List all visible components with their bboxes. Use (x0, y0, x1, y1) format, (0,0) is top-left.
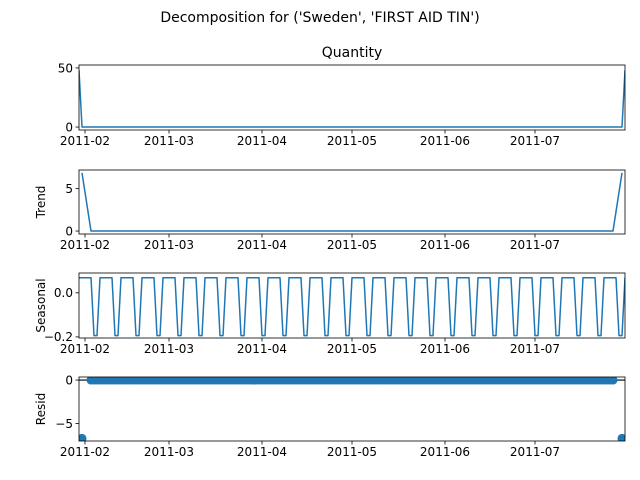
y-tick-label: 0 (65, 120, 73, 134)
x-tick-label: 2011-05 (327, 445, 377, 459)
y-axis-label: Trend (34, 186, 48, 220)
y-tick-label: 50 (58, 61, 73, 75)
x-tick-label: 2011-04 (237, 445, 287, 459)
x-tick-label: 2011-03 (144, 342, 194, 356)
x-tick-label: 2011-06 (420, 342, 470, 356)
x-tick-label: 2011-05 (327, 134, 377, 148)
seasonal-line (79, 276, 625, 337)
panel-2: 2011-02 2011-03 2011-04 2011-05 2011-06 2011-… (34, 169, 626, 252)
y-axis-label: Seasonal (34, 278, 48, 332)
panel-title: Quantity (322, 45, 383, 61)
x-tick-label: 2011-07 (510, 445, 560, 459)
panel-1: 2011-02 2011-03 2011-04 2011-05 2011-06 2011-… (58, 45, 626, 148)
axes-frame (78, 376, 626, 442)
series-line-1 (81, 172, 623, 232)
series-line-1 (79, 70, 625, 128)
panel-4: 2011-02 2011-03 2011-04 2011-05 2011-06 2011-… (34, 373, 626, 459)
y-tick-label: 0 (65, 373, 73, 387)
x-tick-label: 2011-02 (60, 134, 110, 148)
axes-frame (78, 64, 626, 131)
panels-group: 2011-02 2011-03 2011-04 2011-05 2011-06 2011-… (34, 45, 626, 459)
y-tick-label: 0 (65, 224, 73, 238)
x-tick-label: 2011-05 (327, 238, 377, 252)
plot-area (81, 172, 623, 232)
x-tick-label: 2011-02 (60, 238, 110, 252)
x-tick-label: 2011-02 (60, 445, 110, 459)
y-tick-label: 5 (65, 182, 73, 196)
y-tick-label: −5 (55, 417, 73, 431)
axes-frame (78, 169, 626, 235)
plot-area (79, 377, 625, 441)
x-tick-label: 2011-04 (237, 238, 287, 252)
x-tick-label: 2011-03 (144, 134, 194, 148)
resid-point (608, 377, 618, 385)
x-tick-label: 2011-06 (420, 134, 470, 148)
x-tick-label: 2011-04 (237, 134, 287, 148)
x-tick-label: 2011-03 (144, 238, 194, 252)
plot-area (79, 70, 625, 128)
x-tick-label: 2011-06 (420, 445, 470, 459)
x-tick-label: 2011-03 (144, 445, 194, 459)
y-tick-label: 0.0 (54, 286, 73, 300)
resid-outlier-point (617, 433, 625, 441)
panel-3: 2011-02 2011-03 2011-04 2011-05 2011-06 2011-… (34, 272, 626, 356)
x-tick-label: 2011-07 (510, 238, 560, 252)
plot-area (79, 276, 625, 337)
y-tick-label: −0.2 (44, 330, 73, 344)
resid-outlier-point (79, 433, 87, 441)
x-tick-label: 2011-02 (60, 342, 110, 356)
y-axis-label: Resid (34, 393, 48, 425)
x-tick-label: 2011-04 (237, 342, 287, 356)
x-tick-label: 2011-05 (327, 342, 377, 356)
x-tick-label: 2011-07 (510, 134, 560, 148)
figure-suptitle: Decomposition for ('Sweden', 'FIRST AID … (160, 10, 479, 26)
x-tick-label: 2011-07 (510, 342, 560, 356)
x-tick-label: 2011-06 (420, 238, 470, 252)
